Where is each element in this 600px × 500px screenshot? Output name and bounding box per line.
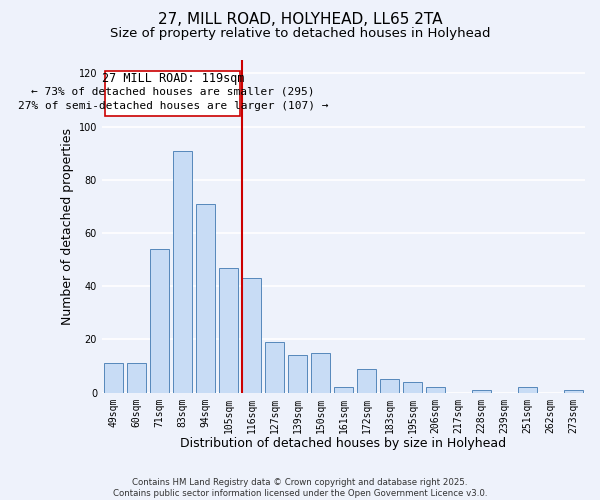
Bar: [564, 390, 583, 392]
Bar: [127, 364, 146, 392]
Bar: [149, 249, 169, 392]
Text: 27, MILL ROAD, HOLYHEAD, LL65 2TA: 27, MILL ROAD, HOLYHEAD, LL65 2TA: [158, 12, 442, 28]
Bar: [334, 388, 353, 392]
Y-axis label: Number of detached properties: Number of detached properties: [61, 128, 74, 325]
Text: Contains HM Land Registry data © Crown copyright and database right 2025.
Contai: Contains HM Land Registry data © Crown c…: [113, 478, 487, 498]
Bar: [403, 382, 422, 392]
Bar: [380, 380, 399, 392]
Bar: [518, 388, 537, 392]
Bar: [425, 388, 445, 392]
Bar: [218, 268, 238, 392]
Bar: [472, 390, 491, 392]
Bar: [173, 150, 192, 392]
Bar: [242, 278, 261, 392]
X-axis label: Distribution of detached houses by size in Holyhead: Distribution of detached houses by size …: [181, 437, 506, 450]
Text: 27 MILL ROAD: 119sqm: 27 MILL ROAD: 119sqm: [101, 72, 244, 85]
Text: ← 73% of detached houses are smaller (295): ← 73% of detached houses are smaller (29…: [31, 86, 314, 97]
Text: Size of property relative to detached houses in Holyhead: Size of property relative to detached ho…: [110, 28, 490, 40]
Bar: [287, 356, 307, 393]
Bar: [311, 353, 330, 393]
Bar: [356, 369, 376, 392]
FancyBboxPatch shape: [106, 70, 241, 116]
Bar: [196, 204, 215, 392]
Text: 27% of semi-detached houses are larger (107) →: 27% of semi-detached houses are larger (…: [17, 102, 328, 112]
Bar: [265, 342, 284, 392]
Bar: [104, 364, 123, 392]
